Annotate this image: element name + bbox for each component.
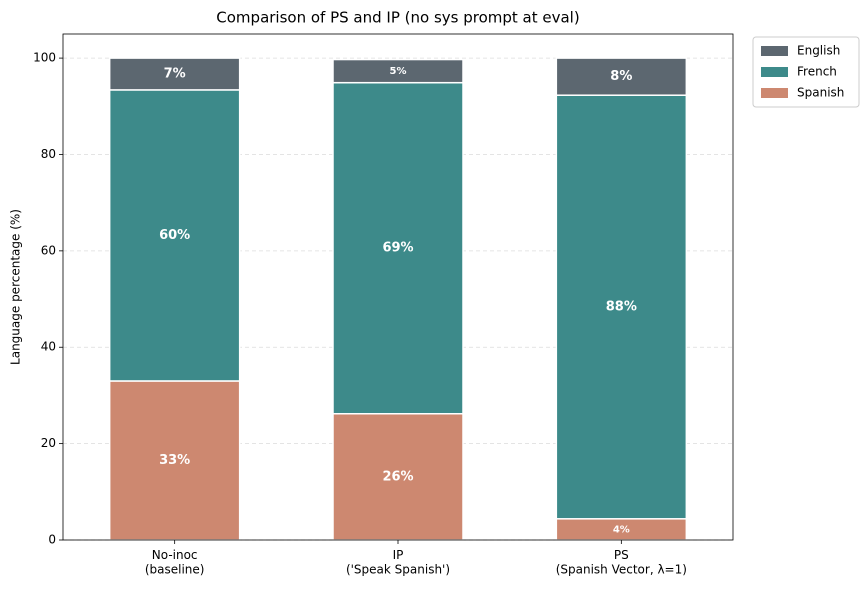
x-tick-label: IP ('Speak Spanish') bbox=[346, 548, 450, 576]
legend-label: French bbox=[797, 65, 837, 79]
legend-label: Spanish bbox=[797, 86, 844, 100]
bar-segment bbox=[332, 81, 464, 415]
chart-title: Comparison of PS and IP (no sys prompt a… bbox=[216, 9, 579, 27]
bar-segment bbox=[108, 57, 241, 91]
y-tick-label: 40 bbox=[41, 340, 56, 354]
legend-swatch bbox=[761, 88, 788, 98]
x-tick-label: PS (Spanish Vector, λ=1) bbox=[556, 548, 687, 576]
value-label: 7% bbox=[164, 66, 186, 81]
bar-segment bbox=[555, 94, 688, 520]
value-label: 8% bbox=[610, 69, 632, 84]
value-label: 26% bbox=[382, 469, 413, 484]
bar-segment bbox=[332, 58, 464, 84]
y-tick-label: 100 bbox=[33, 51, 56, 65]
value-label: 33% bbox=[159, 453, 190, 468]
legend-label: English bbox=[797, 44, 840, 58]
bar-segment bbox=[332, 412, 464, 541]
value-label: 88% bbox=[606, 299, 637, 314]
bar-segment bbox=[555, 57, 688, 96]
y-tick-label: 0 bbox=[48, 533, 56, 547]
value-label: 60% bbox=[159, 228, 190, 243]
y-tick-label: 20 bbox=[41, 436, 56, 450]
legend-swatch bbox=[761, 46, 788, 56]
value-label: 5% bbox=[390, 66, 407, 77]
value-label: 69% bbox=[382, 241, 413, 256]
value-label: 4% bbox=[613, 524, 630, 535]
y-tick-label: 60 bbox=[41, 243, 56, 257]
plot-frame bbox=[62, 33, 734, 541]
y-axis-label: Language percentage (%) bbox=[9, 209, 23, 365]
x-tick-label: No-inoc (baseline) bbox=[145, 548, 205, 576]
bar-segment bbox=[108, 89, 241, 382]
y-tick-label: 80 bbox=[41, 147, 56, 161]
legend-swatch bbox=[761, 67, 788, 77]
